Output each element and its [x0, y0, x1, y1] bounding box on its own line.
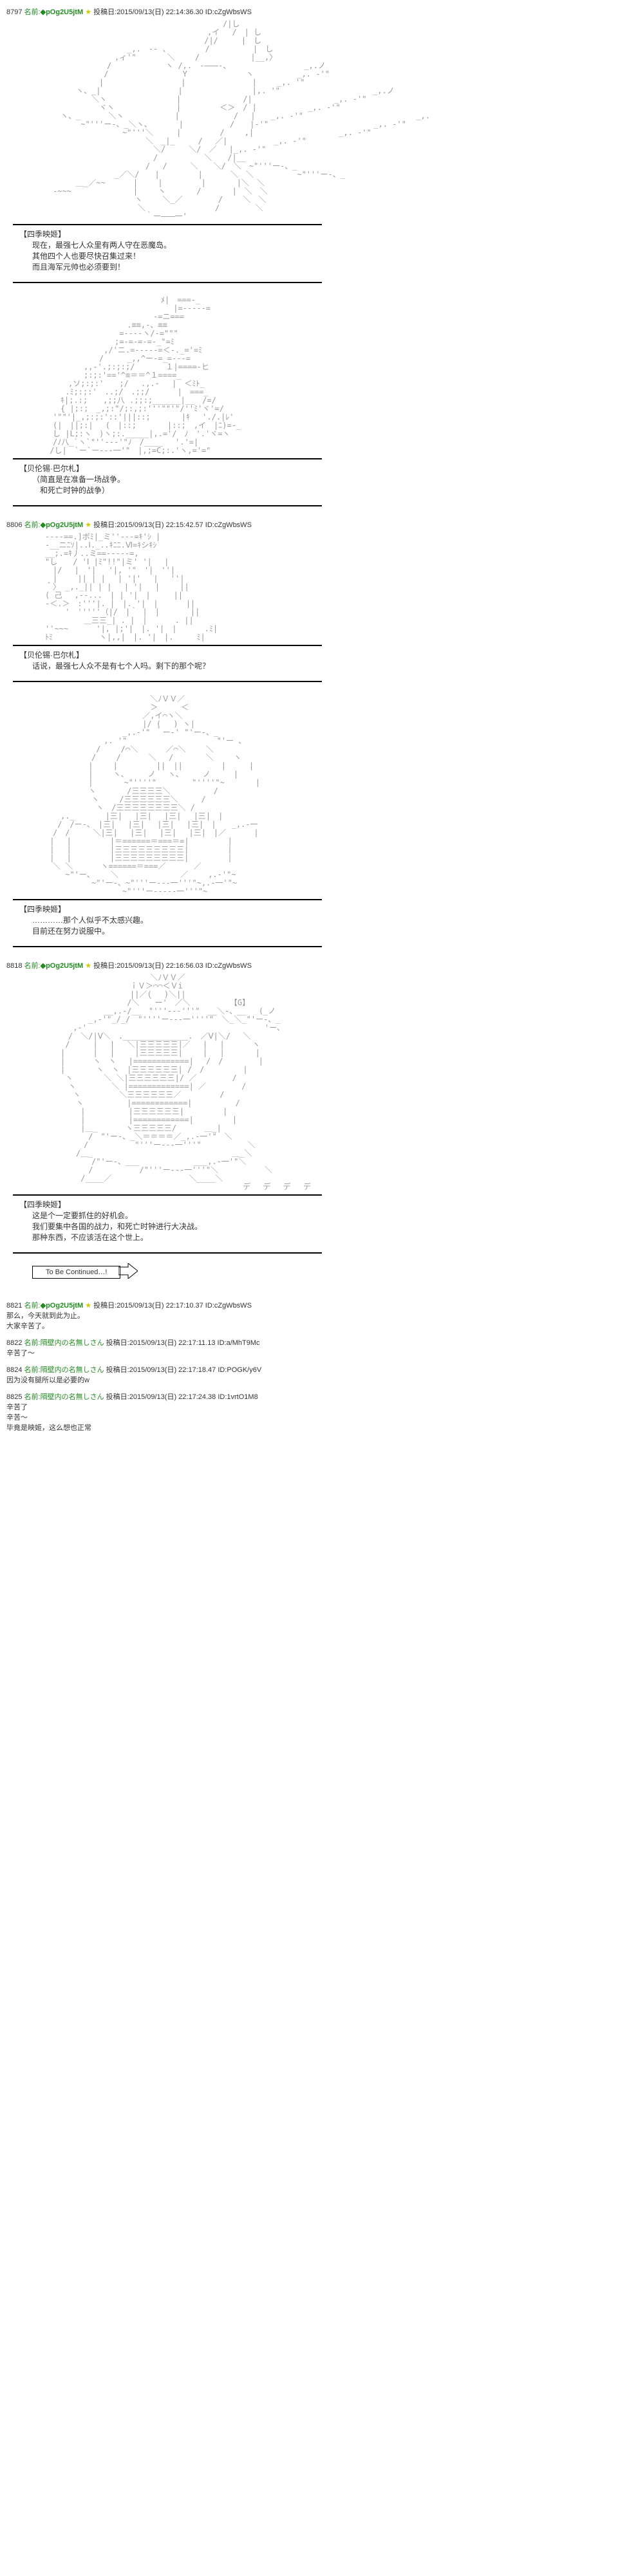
- anon-name: 隔壁内の名無しさん: [41, 1393, 104, 1401]
- divider: [13, 681, 322, 682]
- divider: [13, 1194, 322, 1196]
- divider: [13, 1252, 322, 1254]
- reply-text: 辛苦了～: [6, 1349, 35, 1357]
- reply-post: 8821 名前:◆pOg2U5jtM ★ 投稿日:2015/09/13(日) 2…: [6, 1300, 612, 1331]
- post-number: 8797: [6, 8, 22, 16]
- reply-post: 8824 名前:隔壁内の名無しさん 投稿日:2015/09/13(日) 22:1…: [6, 1364, 612, 1385]
- star-icon: ★: [85, 8, 91, 16]
- tripcode[interactable]: ◆pOg2U5jtM: [41, 962, 84, 970]
- reply-text: 那么，今天就到此为止。大家辛苦了。: [6, 1312, 84, 1330]
- speaker-name: 【贝伦锡·巴尔札】: [19, 649, 612, 660]
- post-label: 投稿日:: [106, 1339, 129, 1347]
- divider: [13, 458, 322, 459]
- post-date: 2015/09/13(日) 22:17:11.13 ID:a/MhT9Mc: [129, 1339, 260, 1347]
- post-number: 8825: [6, 1393, 22, 1401]
- ascii-art: /|し ,イ / | し /|/ | し _,. -- 、 / | し ,ィ'"…: [45, 20, 612, 221]
- post-number: 8806: [6, 521, 22, 529]
- post-number: 8824: [6, 1366, 22, 1374]
- divider: [13, 224, 322, 225]
- ascii-art: ﾒ| ===-_ |=-----= -=ニ=== .≡≡,-、≡≡ =----ヽ…: [45, 296, 612, 455]
- tripcode[interactable]: ◆pOg2U5jtM: [41, 521, 84, 529]
- star-icon: ★: [85, 1302, 91, 1310]
- dialogue-text: …………那个人似乎不太感兴趣。目前还在努力说服中。: [32, 914, 612, 936]
- post-date: 2015/09/13(日) 22:16:56.03 ID:cZgWbsWS: [117, 962, 252, 970]
- dialogue-text: 现在，最强七人众里有两人守在恶魔岛。其他四个人也要尽快召集过来！而且海军元帅也必…: [32, 239, 612, 272]
- reply-post: 8822 名前:隔壁内の名無しさん 投稿日:2015/09/13(日) 22:1…: [6, 1337, 612, 1358]
- name-label: 名前:: [24, 1302, 41, 1310]
- post-number: 8818: [6, 962, 22, 970]
- dialogue-text: 话说，最强七人众不是有七个人吗。剩下的那个呢？: [32, 660, 612, 671]
- post-number: 8821: [6, 1302, 22, 1310]
- star-icon: ★: [85, 521, 91, 529]
- speaker-name: 【四季映姬】: [19, 903, 612, 914]
- post-number: 8822: [6, 1339, 22, 1347]
- anon-name: 隔壁内の名無しさん: [41, 1339, 104, 1347]
- post-label: 投稿日:: [93, 521, 117, 529]
- name-label: 名前:: [24, 962, 41, 970]
- star-icon: ★: [85, 962, 91, 970]
- post-label: 投稿日:: [106, 1366, 129, 1374]
- divider: [13, 282, 322, 283]
- anon-name: 隔壁内の名無しさん: [41, 1366, 104, 1374]
- post-header: 8818 名前:◆pOg2U5jtM ★ 投稿日:2015/09/13(日) 2…: [6, 960, 612, 970]
- name-label: 名前:: [24, 1339, 41, 1347]
- tripcode[interactable]: ◆pOg2U5jtM: [41, 1302, 84, 1310]
- post-date: 2015/09/13(日) 22:14:36.30 ID:cZgWbsWS: [117, 8, 252, 16]
- speaker-name: 【贝伦锡·巴尔札】: [19, 463, 612, 474]
- dialogue-text: 这是个一定要抓住的好机会。我们要集中各国的战力，和死亡时钟进行大决战。那种东西，…: [32, 1210, 612, 1243]
- post-date: 2015/09/13(日) 22:17:24.38 ID:1vrtO1M8: [129, 1393, 258, 1401]
- name-label: 名前:: [24, 521, 41, 529]
- post-label: 投稿日:: [106, 1393, 129, 1401]
- post-date: 2015/09/13(日) 22:17:10.37 ID:cZgWbsWS: [117, 1302, 252, 1310]
- divider: [13, 946, 322, 947]
- divider: [13, 899, 322, 900]
- name-label: 名前:: [24, 8, 41, 16]
- dialogue-text: （简直是在准备一场战争。 和死亡时钟的战争）: [32, 474, 612, 496]
- name-label: 名前:: [24, 1393, 41, 1401]
- arrow-icon: [118, 1263, 138, 1281]
- post-label: 投稿日:: [93, 8, 117, 16]
- ascii-art: ----==.]ボﾐ|_ミ''---=ｷ'ｼ | -__ニﾆｿ|..Ⅰ._..ｷ…: [45, 533, 612, 642]
- speaker-name: 【四季映姬】: [19, 228, 612, 239]
- name-label: 名前:: [24, 1366, 41, 1374]
- reply-text: 辛苦了辛苦～毕竟是映姬，这么想也正常: [6, 1404, 91, 1432]
- to-be-continued: To Be Continued…!: [32, 1266, 120, 1279]
- post-label: 投稿日:: [93, 962, 117, 970]
- reply-text: 因为没有腿所以是必要的w: [6, 1376, 89, 1384]
- ascii-art: ＼ﾉＶＶ／ ＞ ＜ ／,イ⌒ヽ＼ |/ ( ) ヽ| _,.-'" ｀ー-' "…: [45, 695, 612, 896]
- post-date: 2015/09/13(日) 22:17:18.47 ID:POGK/y6V: [129, 1366, 261, 1374]
- tripcode[interactable]: ◆pOg2U5jtM: [41, 8, 84, 16]
- post-header: 8797 名前:◆pOg2U5jtM ★ 投稿日:2015/09/13(日) 2…: [6, 6, 612, 17]
- post-date: 2015/09/13(日) 22:15:42.57 ID:cZgWbsWS: [117, 521, 252, 529]
- post-header: 8806 名前:◆pOg2U5jtM ★ 投稿日:2015/09/13(日) 2…: [6, 519, 612, 530]
- ascii-art: ＼ﾉＶＶ／ ｉＶ＞⌒⌒＜Ｖi ||／( )＼|| /＼ ｀ー' ／＼ 【G】 _…: [45, 974, 612, 1191]
- divider: [13, 645, 322, 646]
- post-label: 投稿日:: [93, 1302, 117, 1310]
- reply-post: 8825 名前:隔壁内の名無しさん 投稿日:2015/09/13(日) 22:1…: [6, 1391, 612, 1432]
- divider: [13, 505, 322, 506]
- speaker-name: 【四季映姬】: [19, 1199, 612, 1210]
